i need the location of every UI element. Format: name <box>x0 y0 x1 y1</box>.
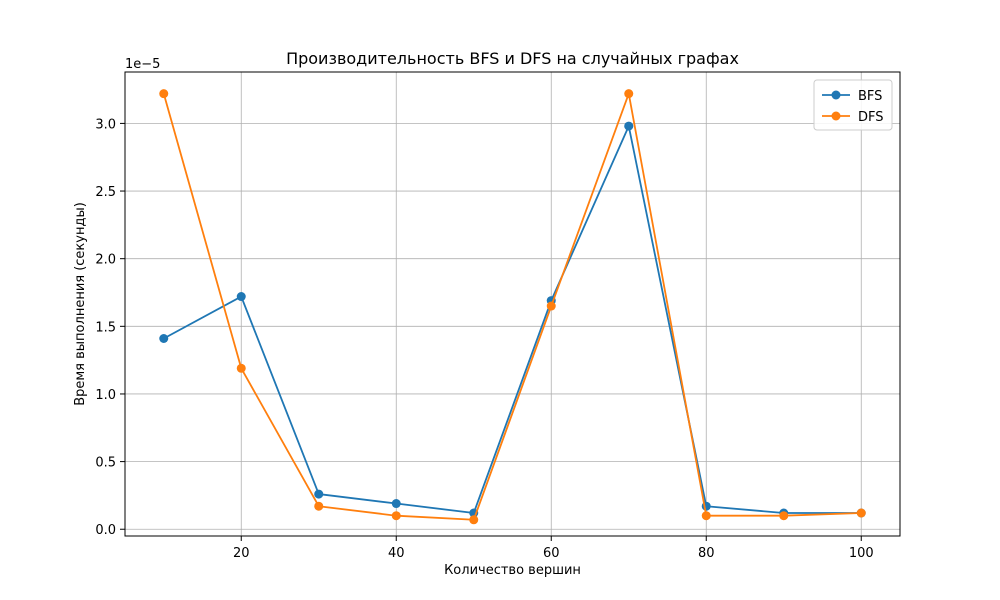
data-point-dfs <box>314 501 324 511</box>
data-point-bfs <box>236 292 246 302</box>
y-tick-label: 1.0 <box>95 388 116 403</box>
data-point-dfs <box>391 511 401 521</box>
data-point-bfs <box>391 499 401 509</box>
legend-label: BFS <box>858 89 882 104</box>
x-tick-label: 20 <box>233 546 250 561</box>
data-point-bfs <box>314 489 324 499</box>
legend-swatch-marker <box>831 90 841 100</box>
x-tick-label: 80 <box>698 546 715 561</box>
data-point-bfs <box>159 333 169 343</box>
x-tick-label: 60 <box>543 546 560 561</box>
y-tick-label: 3.0 <box>95 117 116 132</box>
data-point-dfs <box>236 363 246 373</box>
plot-frame <box>124 71 901 537</box>
y-tick-label: 0.0 <box>95 523 116 538</box>
data-point-dfs <box>779 511 789 521</box>
grid <box>125 72 900 536</box>
data-point-dfs <box>546 301 556 311</box>
ticks: 20 40 60 80 100 0.0 0.5 1.0 1.5 2.0 2.5 3.0 <box>95 117 873 561</box>
series-line-dfs <box>162 92 862 521</box>
data-point-dfs <box>469 515 479 525</box>
legend-item-bfs: BFS <box>822 89 882 104</box>
legend-label: DFS <box>858 110 884 125</box>
series-dfs <box>159 89 866 525</box>
data-point-bfs <box>624 121 634 131</box>
y-axis-label: Время выполнения (секунды) <box>73 202 88 406</box>
y-tick-label: 0.5 <box>95 456 116 471</box>
x-tick-label: 100 <box>849 546 874 561</box>
legend-swatch-marker <box>831 111 841 121</box>
y-tick-label: 1.5 <box>95 320 116 335</box>
y-scale-label: 1e−5 <box>125 57 160 72</box>
data-point-dfs <box>856 508 866 518</box>
data-point-dfs <box>624 89 634 99</box>
series-bfs <box>159 121 866 518</box>
legend: BFS DFS <box>813 79 893 131</box>
x-tick-label: 40 <box>388 546 405 561</box>
chart-title: Производительность BFS и DFS на случайны… <box>286 49 739 68</box>
series-layer <box>159 89 866 525</box>
data-point-dfs <box>159 89 169 99</box>
series-line-bfs <box>163 125 862 514</box>
y-tick-label: 2.5 <box>95 185 116 200</box>
x-axis-label: Количество вершин <box>444 563 581 578</box>
y-tick-label: 2.0 <box>95 253 116 268</box>
data-point-dfs <box>701 511 711 521</box>
legend-item-dfs: DFS <box>822 110 884 125</box>
